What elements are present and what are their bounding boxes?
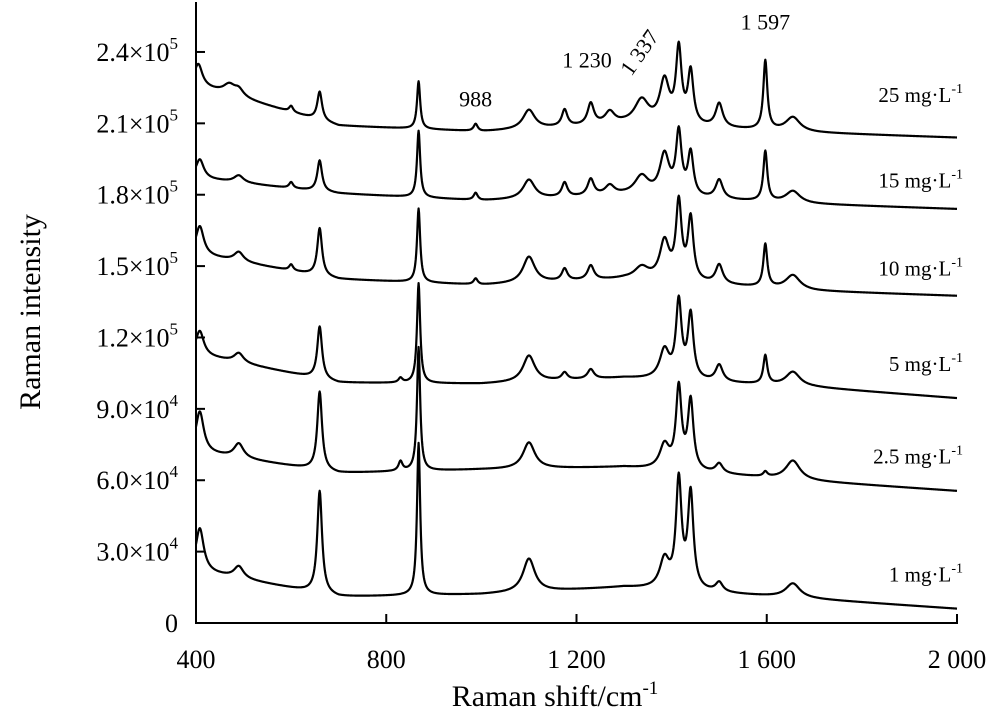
y-tick-label: 9.0×104 [96,391,178,424]
y-tick-label: 1.8×105 [96,177,178,210]
x-tick-label: 1 600 [738,645,797,674]
x-axis-ticks: 400 800 1 200 1 600 2 000 [177,614,987,674]
series-label: 2.5 mg·L-1 [873,444,963,469]
peak-label: 1 230 [562,47,612,72]
y-axis-label: Raman intensity [14,214,47,410]
series-label: 10 mg·L-1 [878,256,963,281]
series-label: 25 mg·L-1 [878,82,963,107]
y-axis-ticks: 0 3.0×104 6.0×104 9.0×104 1.2×105 1.5×105 1.8×… [96,34,205,638]
plot-area [194,2,958,624]
y-tick-label: 6.0×104 [96,462,178,495]
series-line [194,194,958,297]
series-lines [194,40,958,610]
x-tick-label: 1 200 [547,645,606,674]
peak-label: 1 337 [615,25,664,80]
x-tick-label: 400 [177,645,216,674]
peak-labels: 988 1 230 1 337 1 597 [459,9,790,111]
series-line [194,345,958,492]
series-label: 5 mg·L-1 [889,351,963,376]
series-line [194,125,958,210]
y-tick-label: 1.5×105 [96,248,178,281]
x-tick-label: 800 [367,645,406,674]
y-tick-label: 1.2×105 [96,319,178,352]
series-labels: 25 mg·L-1 15 mg·L-1 10 mg·L-1 5 mg·L-1 2.5 m… [873,82,963,586]
peak-label: 1 597 [741,9,791,34]
y-tick-label: 2.1×105 [96,105,178,138]
series-line [194,441,958,610]
peak-label: 988 [459,87,492,112]
y-tick-label: 0 [165,609,178,638]
series-label: 15 mg·L-1 [878,168,963,193]
y-tick-label: 3.0×104 [96,534,178,567]
x-axis-label: Raman shift/cm-1 [452,678,659,713]
x-tick-label: 2 000 [928,645,987,674]
y-tick-label: 2.4×105 [96,34,178,67]
series-line [194,40,958,139]
series-line [194,282,958,400]
series-label: 1 mg·L-1 [889,561,963,586]
